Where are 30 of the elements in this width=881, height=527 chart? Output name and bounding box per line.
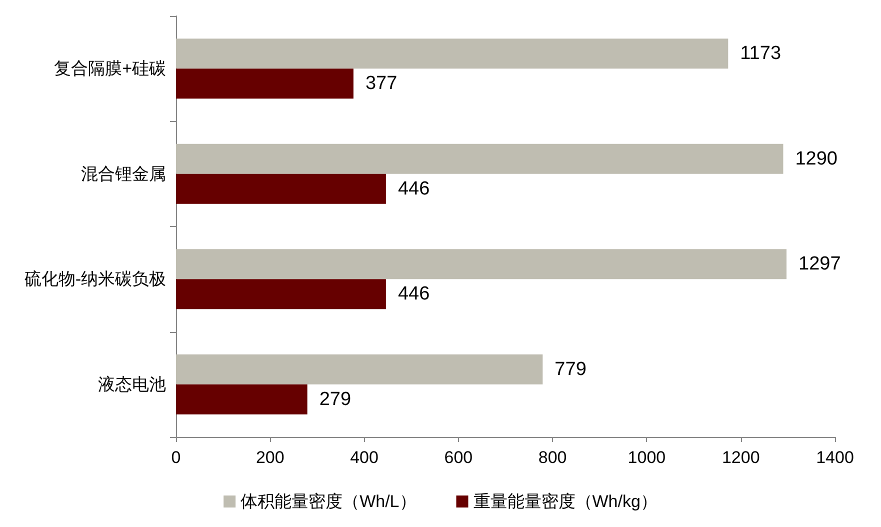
data-label: 279 (319, 388, 352, 410)
x-tick-label: 1200 (722, 448, 760, 467)
y-tick-label: 硫化物-纳米碳负极 (24, 270, 166, 289)
data-label: 779 (554, 358, 586, 380)
x-tick-label: 800 (538, 448, 567, 467)
legend-label: 重量能量密度（Wh/kg） (473, 492, 658, 511)
bar (176, 384, 308, 414)
x-tick-label: 200 (256, 448, 284, 467)
y-tick-label: 液态电池 (98, 374, 166, 394)
y-tick-label: 复合隔膜+硅碳 (54, 59, 166, 78)
bar (176, 174, 386, 204)
data-label: 377 (365, 73, 398, 94)
bar (176, 68, 354, 99)
data-label: 1297 (798, 254, 841, 275)
bar (176, 354, 543, 384)
legend-label: 体积能量密度（Wh/L） (240, 492, 416, 511)
data-label: 446 (398, 178, 430, 200)
x-tick-label: 400 (350, 448, 378, 467)
data-label: 1290 (795, 148, 838, 170)
data-label: 1173 (740, 43, 782, 64)
bar (176, 144, 784, 174)
y-tick-label: 混合锂金属 (81, 164, 166, 184)
bar (176, 249, 787, 280)
x-tick-label: 1400 (816, 448, 854, 467)
x-tick-label: 600 (444, 448, 473, 467)
x-tick-label: 1000 (628, 448, 666, 467)
data-label: 446 (398, 284, 430, 305)
x-tick-label: 0 (171, 448, 181, 467)
bar (176, 279, 386, 310)
bar (176, 38, 728, 69)
